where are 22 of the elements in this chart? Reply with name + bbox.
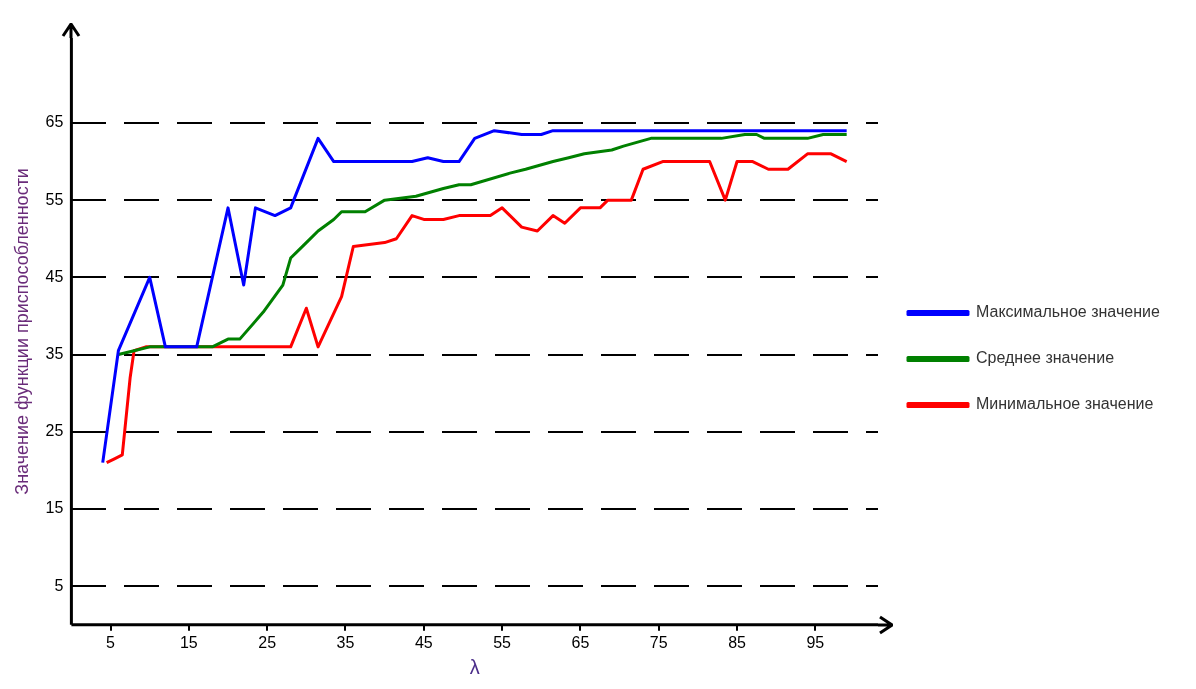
y-tick-label: 15: [45, 499, 64, 517]
y-tick-label: 65: [45, 113, 64, 131]
x-tick-label: 55: [493, 633, 512, 651]
legend-label: Среднее значение: [976, 349, 1115, 367]
legend-label: Максимальное значение: [976, 303, 1160, 321]
x-tick-label: 25: [258, 633, 277, 651]
legend-label: Минимальное значение: [976, 395, 1154, 413]
x-tick-label: 85: [728, 633, 747, 651]
y-tick-label: 45: [45, 267, 64, 285]
x-tick-label: 5: [106, 633, 116, 651]
x-tick-label: 35: [336, 633, 355, 651]
x-tick-label: 15: [179, 633, 198, 651]
x-tick-label: 65: [571, 633, 590, 651]
x-tick-label: 95: [806, 633, 825, 651]
x-tick-label: 45: [414, 633, 433, 651]
y-tick-label: 5: [54, 576, 64, 594]
y-tick-label: 35: [45, 344, 64, 362]
y-tick-label: 55: [45, 190, 64, 208]
y-axis-title: Значение функции приспособленности: [11, 168, 32, 495]
x-axis-title: λ: [469, 655, 480, 678]
y-tick-label: 25: [45, 422, 64, 440]
x-tick-label: 75: [649, 633, 668, 651]
